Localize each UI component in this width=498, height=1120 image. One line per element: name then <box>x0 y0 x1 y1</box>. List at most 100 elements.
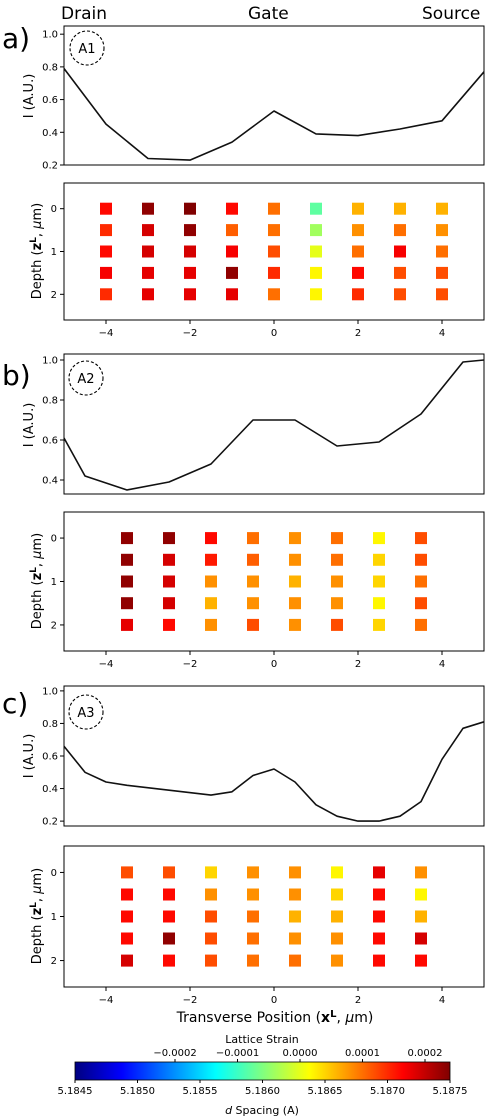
strain-cell <box>121 910 133 923</box>
strain-cell <box>247 532 259 545</box>
strain-cell <box>184 245 196 258</box>
panel-label-a2: A2 <box>68 360 104 396</box>
strain-cell <box>163 597 175 610</box>
strain-cell <box>121 597 133 610</box>
strain-cell <box>205 597 217 610</box>
strain-cell <box>121 553 133 566</box>
strain-cell <box>310 288 322 301</box>
strain-cell <box>163 888 175 901</box>
strain-cell <box>331 866 343 879</box>
strain-cell <box>205 866 217 879</box>
panel-letter-a: a) <box>2 22 30 55</box>
strain-cell <box>205 910 217 923</box>
depth-ylabel-a1: Depth (zL, μm) <box>29 203 45 299</box>
intensity-axes-a3 <box>63 685 485 827</box>
colorbar-tick-label: 5.1860 <box>245 1086 280 1097</box>
panel-label-a3-text: A3 <box>77 706 94 721</box>
panel-label-a1-text: A1 <box>78 42 95 57</box>
strain-tick-label: 0.0001 <box>345 1048 380 1059</box>
heatmap-a2: −4 −2 0 2 4 0 1 2 <box>51 532 445 670</box>
strain-cell <box>373 597 385 610</box>
strain-cell <box>121 866 133 879</box>
x-tick-label: 4 <box>439 328 445 339</box>
strain-cell <box>331 597 343 610</box>
strain-cell <box>352 245 364 258</box>
strain-cell <box>289 888 301 901</box>
strain-cell <box>226 224 238 237</box>
strain-cell <box>331 954 343 967</box>
strain-cell <box>247 954 259 967</box>
strain-cell <box>100 288 112 301</box>
x-tick-label: −4 <box>99 659 114 670</box>
strain-cell <box>100 245 112 258</box>
x-tick-label: 0 <box>271 995 277 1006</box>
x-tick-label: 0 <box>271 659 277 670</box>
heatmap-a3: −4 −2 0 2 4 0 1 2 <box>51 866 445 1006</box>
strain-cell <box>121 618 133 631</box>
strain-cell <box>142 202 154 215</box>
strain-cell <box>436 266 448 279</box>
strain-cell <box>163 932 175 945</box>
x-tick-label: 2 <box>355 328 361 339</box>
x-tick-label: −2 <box>183 995 198 1006</box>
strain-cell <box>205 575 217 588</box>
strain-cell <box>373 553 385 566</box>
colorbar-xlabel: d Spacing (A) <box>225 1104 299 1117</box>
panel-label-a2-text: A2 <box>77 372 94 387</box>
strain-cell <box>331 553 343 566</box>
strain-cell <box>394 202 406 215</box>
strain-cell <box>163 553 175 566</box>
strain-cell <box>331 532 343 545</box>
intensity-plot-a1: 0.2 0.4 0.6 0.8 1.0 <box>42 30 485 172</box>
strain-cell <box>289 866 301 879</box>
strain-cell <box>310 202 322 215</box>
strain-cell <box>415 866 427 879</box>
strain-cell <box>289 910 301 923</box>
strain-cell <box>331 932 343 945</box>
strain-cell <box>415 910 427 923</box>
y-tick-label: 1.0 <box>42 686 58 697</box>
y-tick-label: 0.8 <box>42 62 58 73</box>
strain-cell <box>184 202 196 215</box>
strain-cell <box>415 888 427 901</box>
strain-cell <box>331 888 343 901</box>
strain-cell <box>373 888 385 901</box>
y-tick-label: 1.0 <box>42 30 58 41</box>
strain-cell <box>373 954 385 967</box>
y-tick-label: 0.6 <box>42 752 58 763</box>
strain-cell <box>415 597 427 610</box>
strain-cell <box>436 288 448 301</box>
y-tick-label: 0 <box>51 868 57 879</box>
strain-cell <box>226 245 238 258</box>
strain-cell <box>415 553 427 566</box>
strain-cell <box>352 224 364 237</box>
strain-cell <box>163 618 175 631</box>
panel-letter-c: c) <box>2 687 28 720</box>
intensity-axes-a2 <box>63 353 485 495</box>
strain-tick-label: 0.0002 <box>408 1048 443 1059</box>
strain-cell <box>310 266 322 279</box>
strain-cell <box>205 553 217 566</box>
intensity-plot-a2: 0.4 0.6 0.8 1.0 <box>42 356 485 491</box>
strain-cell <box>205 532 217 545</box>
y-tick-label: 0.8 <box>42 396 58 407</box>
strain-cell <box>331 910 343 923</box>
strain-tick-label: −0.0002 <box>153 1048 196 1059</box>
strain-cell <box>247 575 259 588</box>
intensity-axes-a1 <box>63 25 485 166</box>
strain-cell <box>415 618 427 631</box>
y-tick-label: 2 <box>51 290 57 301</box>
drain-label: Drain <box>61 4 107 24</box>
strain-cell <box>184 266 196 279</box>
colorbar-tick-label: 5.1875 <box>433 1086 468 1097</box>
strain-cell <box>415 954 427 967</box>
strain-cell <box>394 288 406 301</box>
strain-cell <box>142 266 154 279</box>
strain-cell <box>415 532 427 545</box>
y-tick-label: 0 <box>51 534 57 545</box>
strain-cell <box>373 910 385 923</box>
strain-cell <box>100 202 112 215</box>
colorbar-tick-label: 5.1850 <box>120 1086 155 1097</box>
strain-cell <box>121 932 133 945</box>
y-tick-label: 2 <box>51 620 57 631</box>
